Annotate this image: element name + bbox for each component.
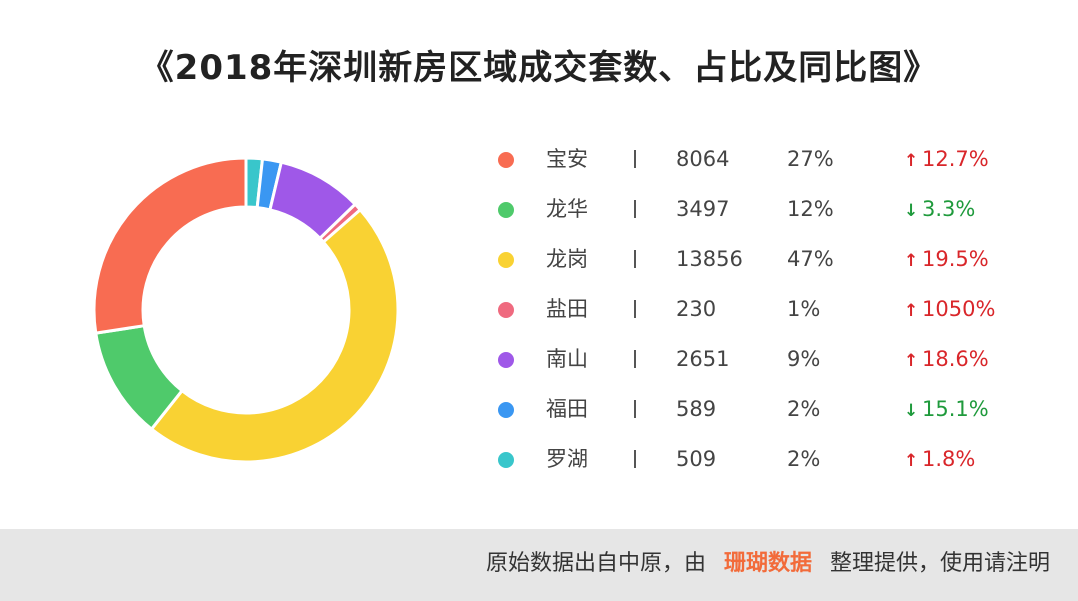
legend-yoy-value-nanshan: 18.6%	[922, 347, 989, 371]
legend-count-yantian: 230	[676, 297, 717, 321]
legend-share-baoan: 27%	[787, 147, 834, 171]
legend-name-longgang: 龙岗	[546, 247, 588, 271]
legend-separator	[634, 400, 636, 418]
legend: 宝安 8064 27% ↑ 12.7% 龙华 3497 12% ↓ 3.3% 龙岗 …	[492, 134, 1052, 484]
legend-dot-longhua	[498, 202, 514, 218]
legend-name-futian: 福田	[546, 397, 588, 421]
arrow-down-icon: ↓	[904, 201, 919, 221]
donut-slice-龙岗	[149, 207, 400, 464]
legend-separator	[634, 250, 636, 268]
legend-share-nanshan: 9%	[787, 347, 821, 371]
legend-row-futian: 福田 589 2% ↓ 15.1%	[492, 384, 1052, 434]
legend-count-luohu: 509	[676, 447, 717, 471]
legend-row-yantian: 盐田 230 1% ↑ 1050%	[492, 284, 1052, 334]
legend-count-futian: 589	[676, 397, 717, 421]
legend-yoy-longgang: ↑ 19.5%	[904, 244, 989, 276]
legend-name-longhua: 龙华	[546, 197, 588, 221]
footer-source-text: 原始数据出自中原，由	[485, 551, 706, 576]
legend-name-baoan: 宝安	[546, 147, 588, 171]
legend-dot-yantian	[498, 302, 514, 318]
legend-separator	[634, 200, 636, 218]
chart-title: 《2018年深圳新房区域成交套数、占比及同比图》	[139, 48, 939, 88]
legend-yoy-futian: ↓ 15.1%	[904, 394, 989, 426]
donut-chart	[92, 156, 400, 464]
footer-banner: 原始数据出自中原，由 珊瑚数据 整理提供，使用请注明	[0, 529, 1078, 601]
legend-row-longgang: 龙岗 13856 47% ↑ 19.5%	[492, 234, 1052, 284]
legend-yoy-luohu: ↑ 1.8%	[904, 444, 975, 476]
legend-share-longhua: 12%	[787, 197, 834, 221]
legend-yoy-value-futian: 15.1%	[922, 397, 989, 421]
footer-text: 原始数据出自中原，由 珊瑚数据 整理提供，使用请注明	[486, 549, 1050, 579]
legend-count-baoan: 8064	[676, 147, 730, 171]
legend-dot-nanshan	[498, 352, 514, 368]
arrow-up-icon: ↑	[904, 451, 919, 471]
legend-count-nanshan: 2651	[676, 347, 730, 371]
legend-count-longhua: 3497	[676, 197, 730, 221]
legend-row-luohu: 罗湖 509 2% ↑ 1.8%	[492, 434, 1052, 484]
legend-yoy-value-longhua: 3.3%	[922, 197, 976, 221]
arrow-up-icon: ↑	[904, 351, 919, 371]
legend-share-futian: 2%	[787, 397, 821, 421]
legend-dot-baoan	[498, 152, 514, 168]
legend-yoy-value-baoan: 12.7%	[922, 147, 989, 171]
legend-separator	[634, 350, 636, 368]
legend-share-yantian: 1%	[787, 297, 821, 321]
legend-dot-luohu	[498, 452, 514, 468]
legend-yoy-nanshan: ↑ 18.6%	[904, 344, 989, 376]
legend-share-longgang: 47%	[787, 247, 834, 271]
brand-name: 珊瑚数据	[723, 551, 812, 576]
legend-count-longgang: 13856	[676, 247, 743, 271]
legend-name-luohu: 罗湖	[546, 447, 588, 471]
legend-yoy-value-luohu: 1.8%	[922, 447, 976, 471]
legend-yoy-value-yantian: 1050%	[922, 297, 996, 321]
legend-separator	[634, 150, 636, 168]
legend-name-yantian: 盐田	[546, 297, 588, 321]
legend-row-baoan: 宝安 8064 27% ↑ 12.7%	[492, 134, 1052, 184]
legend-name-nanshan: 南山	[546, 347, 588, 371]
legend-row-nanshan: 南山 2651 9% ↑ 18.6%	[492, 334, 1052, 384]
legend-share-luohu: 2%	[787, 447, 821, 471]
legend-dot-futian	[498, 402, 514, 418]
legend-yoy-longhua: ↓ 3.3%	[904, 194, 975, 226]
arrow-up-icon: ↑	[904, 301, 919, 321]
legend-yoy-value-longgang: 19.5%	[922, 247, 989, 271]
legend-row-longhua: 龙华 3497 12% ↓ 3.3%	[492, 184, 1052, 234]
donut-slice-宝安	[92, 156, 248, 335]
arrow-up-icon: ↑	[904, 151, 919, 171]
legend-dot-longgang	[498, 252, 514, 268]
arrow-up-icon: ↑	[904, 251, 919, 271]
legend-separator	[634, 450, 636, 468]
footer-usage-text: 整理提供，使用请注明	[829, 551, 1050, 576]
legend-separator	[634, 300, 636, 318]
arrow-down-icon: ↓	[904, 401, 919, 421]
legend-yoy-baoan: ↑ 12.7%	[904, 144, 989, 176]
legend-yoy-yantian: ↑ 1050%	[904, 294, 995, 326]
